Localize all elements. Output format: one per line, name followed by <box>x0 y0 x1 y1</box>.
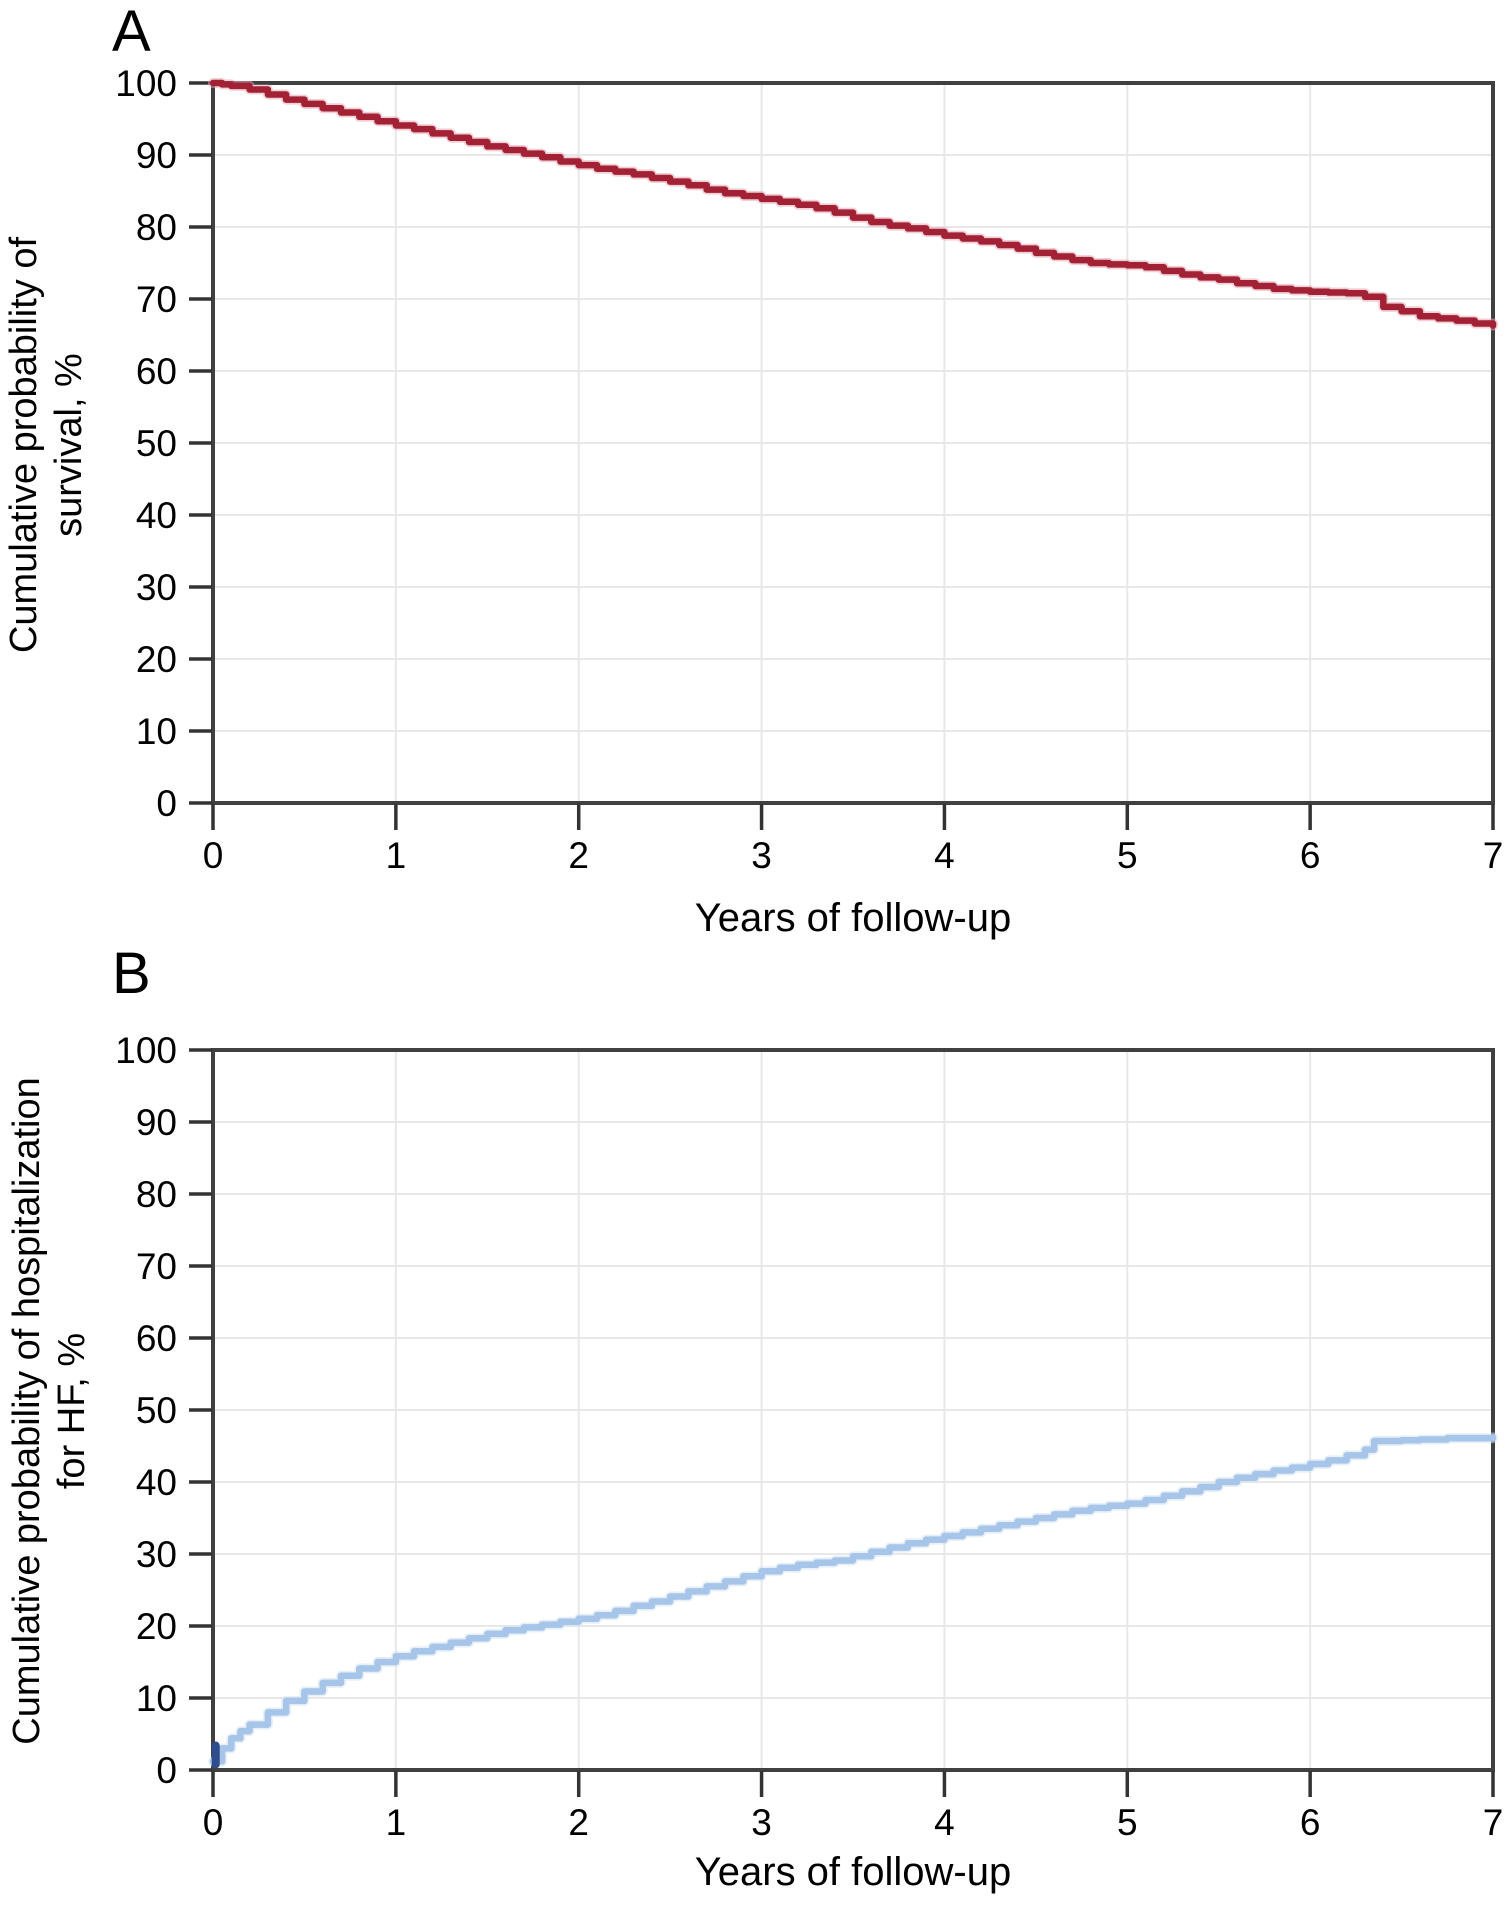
panel-b-letter: B <box>112 941 151 1006</box>
x-tick-label: 1 <box>386 835 407 876</box>
panel-b-x-axis-title: Years of follow-up <box>694 1850 1012 1894</box>
x-tick-label: 0 <box>203 835 224 876</box>
x-tick-label: 2 <box>568 835 589 876</box>
y-tick-label: 10 <box>136 711 177 752</box>
hf-hospitalization-curve <box>209 1434 1497 1765</box>
x-tick-label: 4 <box>934 835 955 876</box>
y-tick-label: 30 <box>136 1534 177 1575</box>
y-tick-label: 0 <box>156 1750 177 1791</box>
y-tick-label: 10 <box>136 1678 177 1719</box>
x-tick-label: 5 <box>1117 835 1138 876</box>
x-tick-label: 1 <box>386 1802 407 1843</box>
plot-frame <box>211 81 1495 805</box>
x-tick-label: 7 <box>1483 835 1504 876</box>
panel-a-x-axis-title: Years of follow-up <box>694 896 1012 940</box>
y-tick-label: 90 <box>136 135 177 176</box>
hf-hospitalization-chart-panel: 0 10 20 30 40 50 60 70 80 90 100 0 1 2 3 4 5 6 7 <box>115 1030 1504 1843</box>
y-tick-label: 30 <box>136 567 177 608</box>
y-tick-label: 90 <box>136 1102 177 1143</box>
y-tick-label: 50 <box>136 1390 177 1431</box>
y-tick-label: 0 <box>156 783 177 824</box>
y-tick-label: 20 <box>136 639 177 680</box>
x-tick-label: 7 <box>1483 1802 1504 1843</box>
x-tick-label: 2 <box>568 1802 589 1843</box>
curve-halo <box>208 1432 1498 1767</box>
y-tick-label: 20 <box>136 1606 177 1647</box>
y-tick-label: 70 <box>136 1246 177 1287</box>
y-tick-label: 80 <box>136 207 177 248</box>
y-tick-label: 50 <box>136 423 177 464</box>
survival-curve <box>209 79 1497 329</box>
y-tick-label: 60 <box>136 1318 177 1359</box>
y-tick-label: 100 <box>115 1030 177 1071</box>
x-tick-label: 4 <box>934 1802 955 1843</box>
y-tick-label: 40 <box>136 1462 177 1503</box>
x-tick-label: 5 <box>1117 1802 1138 1843</box>
panel-a-letter: A <box>112 0 151 64</box>
x-tick-label: 6 <box>1300 1802 1321 1843</box>
x-tick-label: 0 <box>203 1802 224 1843</box>
x-tick-label: 6 <box>1300 835 1321 876</box>
y-tick-label: 60 <box>136 351 177 392</box>
y-tick-label: 40 <box>136 495 177 536</box>
y-tick-label: 70 <box>136 279 177 320</box>
survival-chart-panel: 0 10 20 30 40 50 60 70 80 90 100 0 1 2 3 4 5 6 7 <box>115 63 1504 876</box>
x-tick-label: 3 <box>751 1802 772 1843</box>
y-tick-label: 100 <box>115 63 177 104</box>
x-tick-label: 3 <box>751 835 772 876</box>
plot-frame <box>211 1048 1495 1772</box>
y-tick-label: 80 <box>136 1174 177 1215</box>
